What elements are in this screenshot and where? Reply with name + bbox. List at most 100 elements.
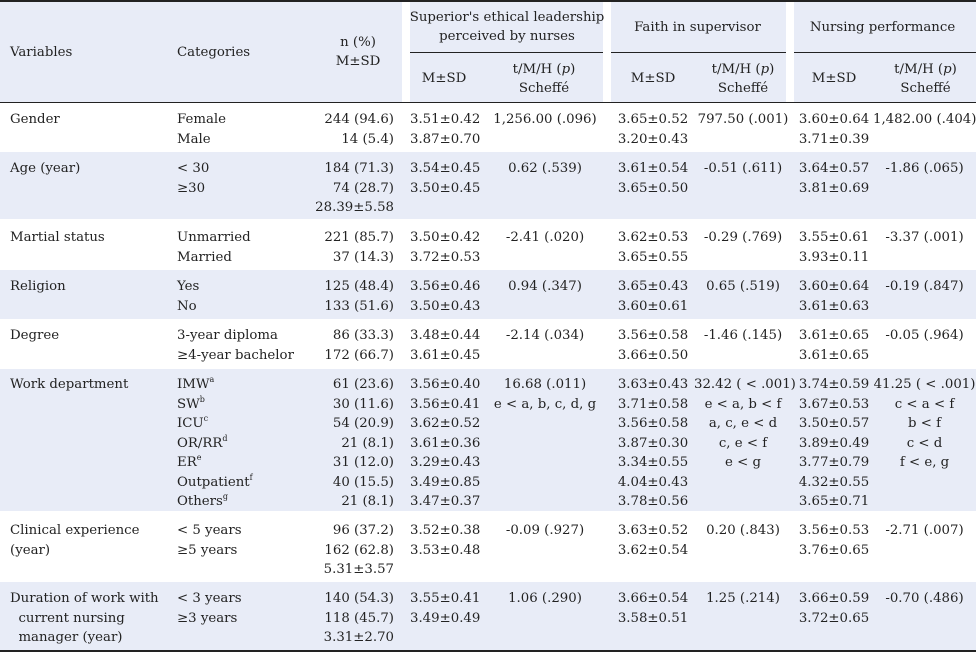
category-cell: < 3 years ≥3 years [177,589,307,628]
n-cell-text: 118 (45.7) [324,610,394,626]
n-cell-text: 54 (20.9) [332,416,394,431]
performance-test-cell-line: -0.19 (.847) [873,277,976,297]
variable-cell-text: current nursing [10,610,125,626]
performance-test-cell-text: -2.71 (.007) [885,523,964,538]
n-cell-line: 184 (71.3) [300,159,394,179]
performance-msd-cell-line: 3.65±0.71 [798,492,870,512]
variable-cell-line: Clinical experience [10,521,170,541]
leadership-msd-cell-line: 3.48±0.44 [410,326,480,346]
leadership-msd-cell-text: 3.49±0.85 [410,474,481,490]
category-cell-line: Yes [177,277,307,297]
leadership-test-cell-text: -2.14 (.034) [505,328,585,343]
n-cell-line: 162 (62.8) [300,541,394,561]
category-cell-line: < 3 years [177,589,307,609]
footnote-marker: d [222,433,228,443]
faith-test-cell-text: 797.50 (.001) [697,112,789,127]
performance-test-cell-line: c < a < f [873,395,976,415]
faith-test-cell-line: 1.25 (.214) [694,589,792,609]
performance-test-cell-text: -0.05 (.964) [885,328,964,343]
performance-msd-cell-text: 3.50±0.57 [798,416,870,431]
faith-test-cell-line: -1.46 (.145) [694,326,792,346]
leadership-test-cell-line: -2.41 (.020) [484,228,606,248]
faith-msd-cell-line: 3.71±0.58 [615,395,691,415]
performance-msd-cell-line: 3.50±0.57 [798,414,870,434]
performance-msd-cell-line: 3.61±0.63 [798,297,870,317]
faith-test-cell-line: -0.51 (.611) [694,159,792,179]
category-cell-text: ICU [177,416,204,431]
leadership-test-cell-text: 1.06 (.290) [508,591,582,606]
leadership-msd-cell-text: 3.50±0.43 [410,298,481,314]
faith-test-cell-line: 32.42 ( < .001) [694,375,796,395]
row-band [0,152,976,219]
faith-test-cell-line: e < a, b < f [694,395,792,415]
leadership-test-cell-text: 0.94 (.347) [508,279,582,294]
category-cell-line: Unmarried [177,228,307,248]
leadership-test-cell: -0.09 (.927) [484,521,606,541]
category-cell-text: Yes [177,279,200,294]
variable-cell-line: Duration of work with [10,589,170,609]
header-test-stat: t/M/H (p) [894,62,957,77]
faith-msd-cell-text: 3.78±0.56 [617,494,689,509]
category-cell-text: ≥30 [177,180,206,196]
category-cell: < 5 years ≥5 years [177,521,307,560]
performance-msd-cell-line: 3.76±0.65 [798,541,870,561]
category-cell-line: Outpatientf [177,473,307,493]
leadership-msd-cell-line: 3.52±0.38 [410,521,480,541]
n-cell: 184 (71.3) 74 (28.7) 28.39±5.58 [300,159,394,218]
n-cell: 125 (48.4) 133 (51.6) [300,277,394,316]
n-cell-text: 221 (85.7) [324,230,394,245]
category-cell-line: Male [177,130,307,150]
performance-msd-cell-line: 3.66±0.59 [798,589,870,609]
performance-msd-cell-text: 3.66±0.59 [798,591,870,606]
category-cell: Female Male [177,110,307,149]
category-cell-line: ERe [177,453,307,473]
faith-test-cell-text: e < g [725,455,761,470]
category-cell-line: Othersg [177,492,307,512]
performance-msd-cell-line: 3.93±0.11 [798,248,870,268]
faith-msd-cell-line: 3.34±0.55 [615,453,691,473]
faith-msd-cell-line: 3.58±0.51 [615,609,691,629]
performance-test-cell-line: 41.25 ( < .001) [873,375,976,395]
header-test-scheffe: Scheffé [717,81,769,96]
category-cell-text: Male [177,131,211,147]
variable-cell-line: (year) [10,541,170,561]
n-cell-text: 244 (94.6) [324,112,394,127]
n-cell-text: 3.31±2.70 [323,630,394,645]
category-cell-line: SWb [177,395,307,415]
leadership-msd-cell: 3.55±0.41 3.49±0.49 [410,589,480,628]
variable-cell-text: Gender [10,112,60,127]
category-cell-text: Others [177,494,223,509]
faith-msd-cell-line: 3.65±0.43 [615,277,691,297]
performance-test-cell: -0.19 (.847) [873,277,976,297]
variable-cell-text: Clinical experience [10,523,140,538]
header-n-pct: n (%) M±SD [312,33,404,71]
leadership-test-cell: -2.14 (.034) [484,326,606,346]
n-cell-line: 31 (12.0) [300,453,394,473]
faith-msd-cell-line: 4.04±0.43 [615,473,691,493]
n-cell-text: 61 (23.6) [332,377,394,392]
header-test-stat: t/M/H (p) [711,62,775,77]
leadership-test-cell-line: -2.14 (.034) [484,326,606,346]
faith-test-cell-line: 0.20 (.843) [694,521,792,541]
bottom-rule [0,650,976,652]
footnote-marker: e [196,453,202,462]
performance-test-cell: -0.05 (.964) [873,326,976,346]
performance-msd-cell: 3.66±0.59 3.72±0.65 [798,589,870,628]
category-cell-text: < 5 years [177,523,242,538]
performance-test-cell-line: -2.71 (.007) [873,521,976,541]
n-cell-line: 5.31±3.57 [300,560,394,580]
header-separator [402,0,410,102]
category-cell-text: IMW [177,377,210,392]
performance-test-cell-text: c < d [906,435,943,451]
performance-msd-cell-line: 3.74±0.59 [798,375,870,395]
n-cell-line: 125 (48.4) [300,277,394,297]
performance-msd-cell-line: 3.60±0.64 [798,277,870,297]
leadership-msd-cell-text: 3.72±0.53 [410,249,481,265]
faith-test-cell-line: c, e < f [694,434,792,454]
variable-cell-text: Age (year) [10,161,81,176]
category-cell-text: Married [177,249,232,265]
faith-test-cell-text: -1.46 (.145) [703,328,783,343]
footnote-marker: c [203,414,209,423]
performance-msd-cell: 3.61±0.65 3.61±0.65 [798,326,870,365]
category-cell-line: Married [177,248,307,268]
